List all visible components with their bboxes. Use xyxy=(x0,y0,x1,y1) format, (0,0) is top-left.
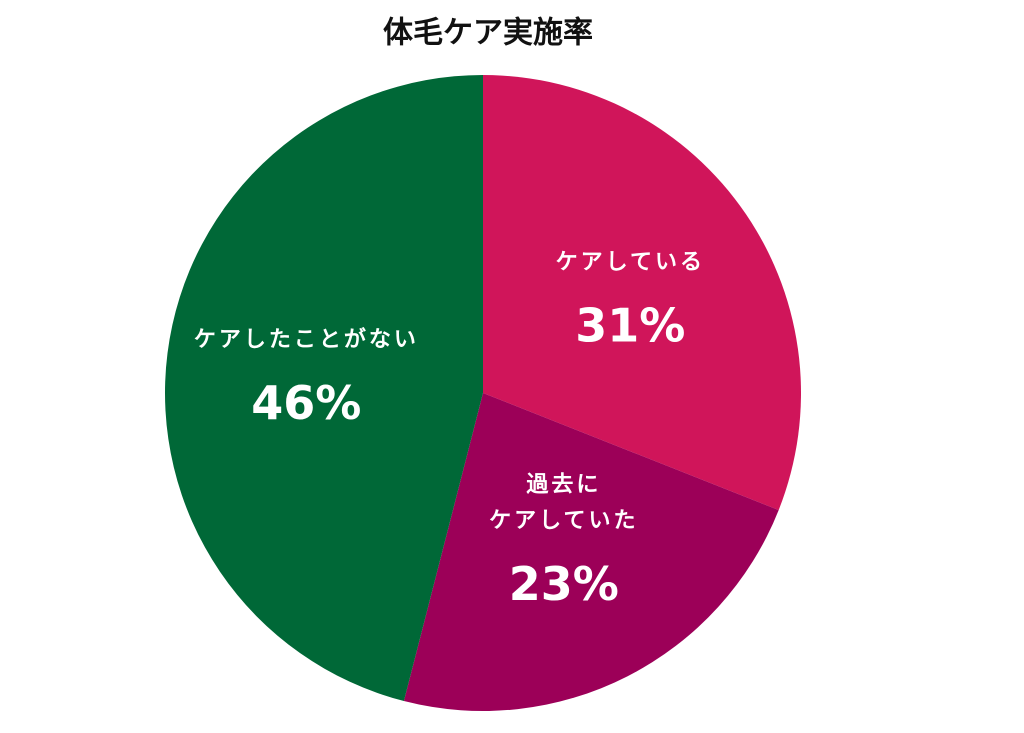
pie-slice xyxy=(164,75,483,702)
slice-label-line: ケアしていた xyxy=(489,509,638,534)
pie-slice xyxy=(483,75,802,511)
slice-label-line: 過去に xyxy=(526,472,601,498)
value-label: 23% xyxy=(509,557,619,611)
slice-label: 過去にケアしていた xyxy=(489,472,638,534)
slice-label: ケアしたことがない xyxy=(194,327,419,353)
slice-label-line: ケアしたことがない xyxy=(194,327,419,353)
slice-label: ケアしている xyxy=(556,250,705,275)
pie-slice xyxy=(403,393,779,711)
value-label: 46% xyxy=(251,376,361,430)
value-label: 31% xyxy=(575,298,685,352)
chart-title: 体毛ケア実施率 xyxy=(383,16,593,51)
slice-label-line: ケアしている xyxy=(556,250,705,275)
